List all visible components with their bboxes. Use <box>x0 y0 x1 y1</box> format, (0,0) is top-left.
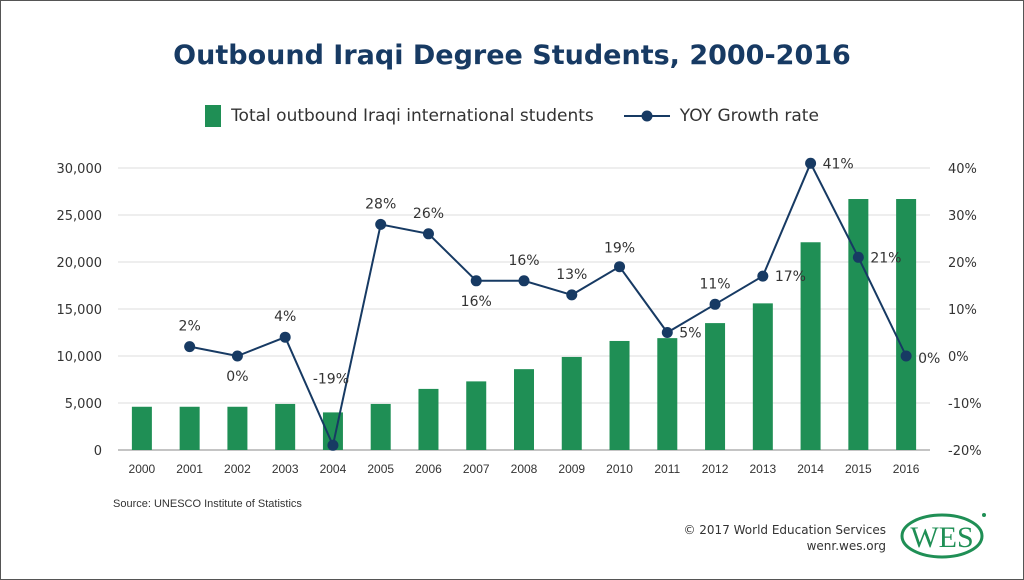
left-tick-label: 20,000 <box>57 256 103 271</box>
bar <box>609 340 630 450</box>
bar <box>561 356 582 450</box>
growth-point <box>279 331 291 343</box>
growth-point <box>805 157 817 169</box>
x-tick-label: 2014 <box>797 462 824 476</box>
chart-title: Outbound Iraqi Degree Students, 2000-201… <box>173 40 851 71</box>
legend-item-line: YOY Growth rate <box>623 106 819 126</box>
growth-point <box>900 350 912 362</box>
x-tick-label: 2003 <box>272 462 299 476</box>
legend-label-line: YOY Growth rate <box>679 106 819 126</box>
left-tick-label: 30,000 <box>57 162 103 177</box>
x-tick-label: 2013 <box>749 462 776 476</box>
growth-data-label: 26% <box>413 206 444 222</box>
growth-data-label: 19% <box>604 241 635 257</box>
growth-data-label: -19% <box>313 371 349 387</box>
growth-data-label: 5% <box>679 326 701 342</box>
x-tick-label: 2011 <box>654 462 680 476</box>
left-tick-label: 0 <box>94 444 102 459</box>
growth-point <box>566 289 578 301</box>
legend: Total outbound Iraqi international stude… <box>0 105 1024 127</box>
legend-item-bars: Total outbound Iraqi international stude… <box>205 105 594 127</box>
growth-data-label: 11% <box>699 276 730 292</box>
bar <box>418 388 439 450</box>
x-tick-label: 2008 <box>511 462 538 476</box>
growth-data-label: 21% <box>870 250 901 266</box>
left-tick-label: 25,000 <box>57 209 103 224</box>
growth-point <box>852 251 864 263</box>
x-tick-label: 2002 <box>224 462 251 476</box>
right-tick-label: 40% <box>948 162 977 177</box>
bar <box>657 338 678 450</box>
bar <box>752 303 773 450</box>
left-tick-label: 15,000 <box>57 303 103 318</box>
bar <box>705 323 726 450</box>
growth-data-label: 17% <box>775 269 806 285</box>
right-tick-label: 10% <box>948 303 977 318</box>
legend-label-bars: Total outbound Iraqi international stude… <box>231 106 594 126</box>
wes-logo: WES <box>900 513 986 559</box>
growth-point <box>757 270 769 282</box>
right-tick-label: 0% <box>948 350 969 365</box>
growth-data-label: 0% <box>226 369 248 385</box>
right-tick-label: -10% <box>948 397 982 412</box>
growth-point <box>661 327 673 338</box>
growth-point <box>518 275 530 287</box>
growth-point <box>184 341 196 353</box>
growth-line <box>189 160 908 449</box>
x-tick-label: 2012 <box>702 462 729 476</box>
growth-data-label: 4% <box>274 309 296 325</box>
left-tick-label: 10,000 <box>57 350 103 365</box>
source-note: Source: UNESCO Institute of Statistics <box>113 498 302 510</box>
growth-point <box>231 350 243 362</box>
growth-point <box>327 439 339 451</box>
credit: © 2017 World Education Services wenr.wes… <box>683 522 886 554</box>
growth-point <box>375 218 387 230</box>
bar <box>179 406 200 450</box>
right-tick-label: 20% <box>948 256 977 271</box>
x-tick-label: 2001 <box>176 462 203 476</box>
growth-data-label: 13% <box>556 267 587 283</box>
growth-data-label: 41% <box>823 156 854 172</box>
credit-line1: © 2017 World Education Services <box>683 523 886 537</box>
bar <box>800 242 821 450</box>
bar <box>370 403 391 450</box>
bar <box>227 406 248 450</box>
legend-swatch-line <box>623 110 670 122</box>
bar <box>896 199 917 450</box>
growth-data-label: 16% <box>508 253 539 269</box>
x-tick-label: 2000 <box>129 462 156 476</box>
bar <box>514 369 534 450</box>
x-tick-label: 2006 <box>415 462 442 476</box>
growth-point <box>470 275 482 287</box>
credit-line2: wenr.wes.org <box>806 539 886 553</box>
x-tick-label: 2007 <box>463 462 490 476</box>
x-tick-label: 2005 <box>367 462 394 476</box>
x-tick-label: 2004 <box>320 462 347 476</box>
growth-point <box>422 228 434 240</box>
bar <box>131 406 152 450</box>
growth-point <box>709 298 721 310</box>
x-tick-label: 2009 <box>558 462 585 476</box>
legend-swatch-bar <box>205 105 222 127</box>
growth-data-label: 28% <box>365 196 396 212</box>
bar <box>275 403 296 450</box>
x-tick-label: 2016 <box>893 462 920 476</box>
right-tick-label: 30% <box>948 209 977 224</box>
bar <box>848 199 869 450</box>
growth-point <box>614 261 626 273</box>
svg-text:WES: WES <box>910 521 973 554</box>
x-tick-label: 2015 <box>845 462 872 476</box>
right-tick-label: -20% <box>948 444 982 459</box>
growth-data-label: 0% <box>918 351 940 367</box>
growth-data-label: 2% <box>179 319 201 335</box>
x-tick-label: 2010 <box>606 462 633 476</box>
left-tick-label: 5,000 <box>65 397 102 412</box>
growth-data-label: 16% <box>461 294 492 310</box>
bar <box>466 381 487 450</box>
